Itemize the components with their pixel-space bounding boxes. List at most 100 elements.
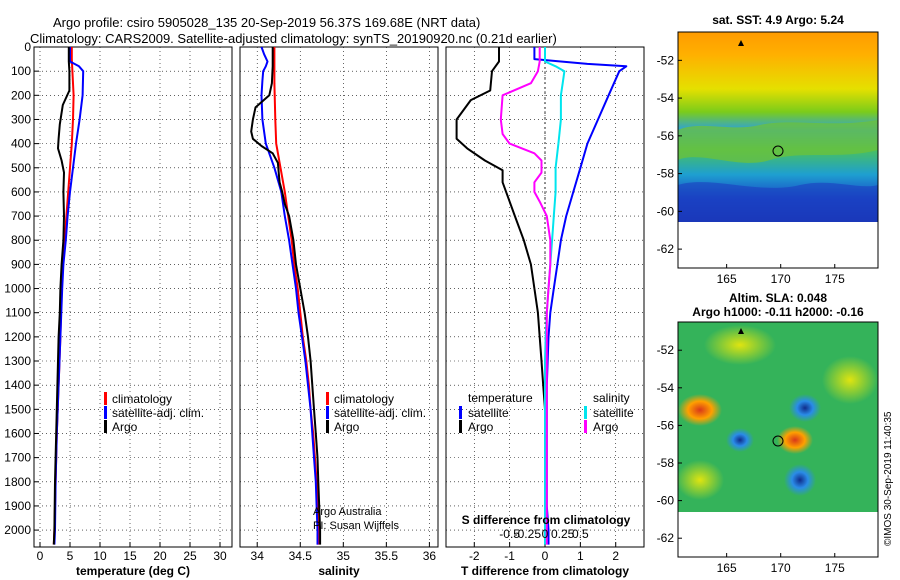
map-y-tick-label: -54 xyxy=(657,91,675,105)
map-x-tick-label: 170 xyxy=(771,561,791,575)
sla-map-subtitle: Argo h1000: -0.11 h2000: -0.16 xyxy=(692,305,864,319)
map-x-tick-label: 165 xyxy=(717,272,737,286)
legend-label-climatology: climatology xyxy=(112,392,172,406)
credit-line2: PI: Susan Wijffels xyxy=(313,520,399,532)
temperature-grid xyxy=(34,46,232,547)
y-tick-label: 2000 xyxy=(4,523,31,537)
map-x-tick-label: 175 xyxy=(825,272,845,286)
sla-no-data xyxy=(678,512,878,557)
sst-profile-marker xyxy=(772,145,784,157)
difference-series xyxy=(455,47,628,545)
s-tick-label: -0.25 xyxy=(514,527,542,541)
legend-swatch-t-satellite xyxy=(459,406,462,419)
sla-anomaly-warm xyxy=(676,460,724,500)
salinity-panel: 34 34.5 35 35.5 36 salinity climatology sate… xyxy=(239,46,439,578)
temperature-series xyxy=(52,47,85,545)
legend-swatch-s-argo xyxy=(584,420,587,433)
y-tick-label: 500 xyxy=(11,161,31,175)
map-y-tick-label: -58 xyxy=(657,456,675,470)
legend-swatch-satellite xyxy=(104,406,107,419)
map-y-tick-label: -52 xyxy=(657,53,675,67)
temperature-axis: 0 5 10 15 20 25 30 xyxy=(37,542,227,563)
pressure-axis: 0 100 200 300 400 500 600 700 800 900 1000 1100 1200… xyxy=(4,40,39,537)
figure-title-line2: Climatology: CARS2009. Satellite-adjuste… xyxy=(30,31,557,46)
series-line-salinity-satellite xyxy=(544,47,566,545)
salinity-plot-frame xyxy=(239,46,439,548)
sst-front xyxy=(678,120,878,163)
series-line-salinity-argo xyxy=(499,47,552,545)
sla-profile-marker xyxy=(772,435,784,447)
map-y-tick-label: -56 xyxy=(657,129,675,143)
s-tick-label: -0.5 xyxy=(499,527,520,541)
sla-map: Altim. SLA: 0.048 Argo h1000: -0.11 h200… xyxy=(657,291,879,575)
salinity-xlabel: salinity xyxy=(318,564,360,578)
land-marker xyxy=(738,328,744,334)
legend-label-argo: Argo xyxy=(334,420,360,434)
x-tick-label: 30 xyxy=(213,549,227,563)
x-tick-label: 1 xyxy=(577,549,584,563)
legend-label-t-satellite: satellite xyxy=(468,406,509,420)
y-tick-label: 1400 xyxy=(4,378,31,392)
y-tick-label: 1000 xyxy=(4,282,31,296)
x-tick-label: -1 xyxy=(504,549,515,563)
y-tick-label: 0 xyxy=(24,40,31,54)
legend-swatch-s-satellite xyxy=(584,406,587,419)
y-tick-label: 400 xyxy=(11,137,31,151)
sst-map-frame xyxy=(677,31,879,269)
salinity-legend: climatology satellite-adj. clim. Argo xyxy=(326,392,426,434)
y-tick-label: 700 xyxy=(11,209,31,223)
land-marker xyxy=(738,40,744,46)
salinity-series xyxy=(250,47,322,545)
y-tick-label: 1100 xyxy=(5,306,31,320)
y-tick-label: 800 xyxy=(11,233,31,247)
x-tick-label: -2 xyxy=(469,549,480,563)
x-tick-label: 35.5 xyxy=(375,549,399,563)
x-tick-label: 15 xyxy=(123,549,137,563)
sla-anomaly-low xyxy=(726,428,754,452)
y-tick-label: 200 xyxy=(11,88,31,102)
salinity-axis: 34 34.5 35 35.5 36 xyxy=(251,542,437,563)
legend-swatch-satellite xyxy=(326,406,329,419)
temperature-xlabel: temperature (deg C) xyxy=(76,564,190,578)
x-tick-label: 34.5 xyxy=(289,549,313,563)
legend-swatch-t-argo xyxy=(459,420,462,433)
difference-panel: -2 -1 0 1 2 T difference from climatology te… xyxy=(445,46,645,578)
salinity-grid xyxy=(240,46,438,547)
sst-no-data xyxy=(678,222,878,268)
temperature-plot-frame xyxy=(33,46,233,548)
figure-title-line1: Argo profile: csiro 5905028_135 20-Sep-2… xyxy=(53,15,480,30)
y-tick-label: 1600 xyxy=(4,426,31,440)
x-tick-label: 0 xyxy=(37,549,44,563)
map-y-tick-label: -62 xyxy=(657,531,675,545)
y-tick-label: 1200 xyxy=(4,330,31,344)
y-tick-label: 1700 xyxy=(4,451,31,465)
x-tick-label: 36 xyxy=(423,549,437,563)
map-y-tick-label: -58 xyxy=(657,167,675,181)
y-tick-label: 1300 xyxy=(4,354,31,368)
x-tick-label: 25 xyxy=(183,549,197,563)
map-y-tick-label: -54 xyxy=(657,381,675,395)
legend-label-climatology: climatology xyxy=(334,392,394,406)
sla-anomaly-high xyxy=(777,426,813,454)
map-y-tick-label: -52 xyxy=(657,343,675,357)
legend-swatch-argo xyxy=(104,420,107,433)
sla-anomaly-warm xyxy=(822,356,878,404)
map-x-tick-label: 170 xyxy=(771,272,791,286)
series-line-argo xyxy=(52,47,71,545)
series-line-satellite-adj-clim- xyxy=(260,47,319,545)
series-line-argo xyxy=(250,47,322,545)
legend-swatch-climatology xyxy=(326,392,329,405)
s-difference-axis: -0.5-0.25 0 0.250.5 xyxy=(499,527,589,541)
y-tick-label: 900 xyxy=(11,257,31,271)
x-tick-label: 5 xyxy=(67,549,74,563)
sla-map-title: Altim. SLA: 0.048 xyxy=(729,291,827,305)
sla-map-axes: 165 170 175 -52 -54 -56 -58 -60 -62 xyxy=(657,343,845,575)
legend-label-satellite: satellite-adj. clim. xyxy=(334,406,426,420)
sst-map: sat. SST: 4.9 Argo: 5.24 165 170 175 -52 -54… xyxy=(657,13,879,286)
x-tick-label: 2 xyxy=(612,549,619,563)
map-y-tick-label: -56 xyxy=(657,418,675,432)
legend-label-argo: Argo xyxy=(112,420,138,434)
s-tick-label: 0.25 xyxy=(551,527,575,541)
legend-label-satellite: satellite-adj. clim. xyxy=(112,406,204,420)
y-tick-label: 1500 xyxy=(4,402,31,416)
